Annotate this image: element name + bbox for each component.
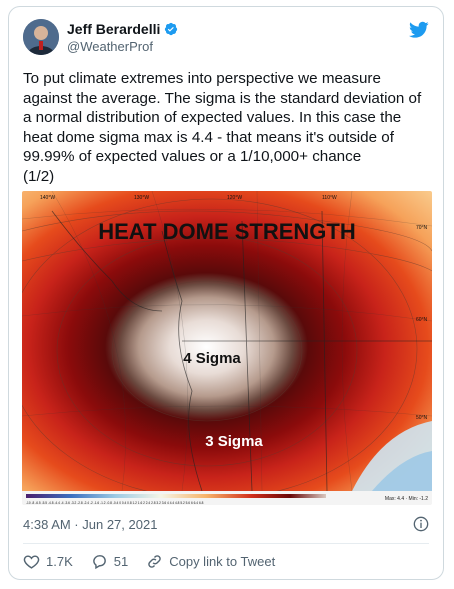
scale-labels: -10 -8 -6.5 -5.5 -4.8 -4.4 -4 -3.6 -3.2 …: [26, 501, 204, 505]
heat-dome-map[interactable]: HEAT DOME STRENGTH 4 Sigma 3 Sigma 140°W…: [22, 191, 432, 505]
verified-badge-icon: [165, 22, 178, 36]
lon-label: 120°W: [227, 195, 242, 201]
color-scale-bar: [26, 494, 326, 498]
copy-link-button[interactable]: Copy link to Tweet: [146, 553, 275, 570]
lon-label: 130°W: [134, 195, 149, 201]
tweet-card: Jeff Berardelli @WeatherProf To put clim…: [8, 6, 444, 580]
info-icon[interactable]: [413, 516, 429, 532]
lon-label: 110°W: [322, 195, 337, 201]
sigma-3-label: 3 Sigma: [205, 433, 263, 450]
map-stats: Max: 4.4 · Min: -1.2: [385, 496, 428, 502]
copy-link-label: Copy link to Tweet: [169, 554, 276, 569]
tweet-actions: 1.7K 51 Copy link to Tweet: [23, 553, 293, 570]
author-handle[interactable]: @WeatherProf: [67, 39, 153, 54]
author-name-row[interactable]: Jeff Berardelli: [67, 21, 178, 37]
reply-count: 51: [113, 554, 129, 569]
lon-label: 140°W: [40, 195, 55, 201]
lat-label: 50°N: [416, 415, 428, 421]
lat-label: 60°N: [416, 317, 428, 323]
tweet-timestamp[interactable]: 4:38 AM · Jun 27, 2021: [23, 517, 158, 532]
tweet-text: To put climate extremes into perspective…: [23, 70, 422, 185]
reply-bubble-icon: [92, 555, 106, 570]
reply-button[interactable]: 51: [91, 553, 128, 570]
map-title: HEAT DOME STRENGTH: [98, 219, 355, 244]
heat-dome-map-graphic: HEAT DOME STRENGTH 4 Sigma 3 Sigma 140°W…: [22, 191, 432, 505]
sigma-4-label: 4 Sigma: [183, 350, 241, 367]
lat-label: 70°N: [416, 225, 428, 231]
avatar-photo-icon: [23, 19, 59, 55]
heart-icon: [23, 555, 40, 569]
divider: [23, 543, 429, 544]
like-count: 1.7K: [46, 554, 73, 569]
author-name[interactable]: Jeff Berardelli: [67, 21, 161, 37]
twitter-bird-icon[interactable]: [409, 21, 429, 39]
like-button[interactable]: 1.7K: [23, 553, 73, 570]
avatar[interactable]: [23, 19, 59, 55]
link-icon: [148, 555, 161, 568]
